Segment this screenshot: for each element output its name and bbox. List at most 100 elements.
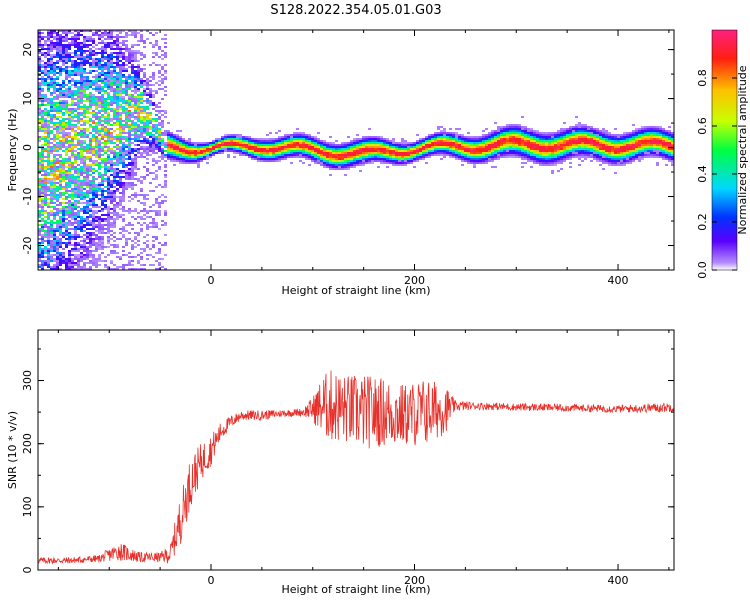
spectrogram-cell — [383, 160, 386, 162]
spectrogram-cell — [431, 152, 434, 154]
spectrogram-cell — [353, 154, 356, 156]
spectrogram-cell — [494, 138, 497, 140]
spectrogram-cell — [44, 136, 47, 138]
spectrogram-cell — [200, 160, 203, 162]
spectrogram-cell — [110, 72, 113, 74]
spectrogram-cell — [125, 210, 128, 212]
spectrogram-cell — [164, 166, 167, 168]
spectrogram-cell — [41, 192, 44, 194]
spectrogram-cell — [134, 210, 137, 212]
spectrogram-cell — [86, 44, 89, 46]
spectrogram-cell — [41, 120, 44, 122]
spectrogram-cell — [44, 138, 47, 140]
spectrogram-cell — [68, 112, 71, 114]
spectrogram-cell — [524, 140, 527, 142]
spectrogram-cell — [122, 130, 125, 132]
spectrogram-cell — [497, 158, 500, 160]
spectrogram-cell — [65, 264, 68, 266]
spectrogram-cell — [50, 160, 53, 162]
spectrogram-cell — [146, 118, 149, 120]
spectrogram-cell — [161, 194, 164, 196]
spectrogram-cell — [122, 190, 125, 192]
spectrogram-cell — [122, 142, 125, 144]
spectrogram-cell — [89, 268, 92, 270]
spectrogram-cell — [113, 114, 116, 116]
spectrogram-cell — [134, 158, 137, 160]
spectrogram-cell — [44, 246, 47, 248]
spectrogram-cell — [122, 226, 125, 228]
spectrogram-cell — [365, 140, 368, 142]
spectrogram-cell — [194, 148, 197, 150]
spectrogram-cell — [248, 154, 251, 156]
spectrogram-cell — [155, 162, 158, 164]
spectrogram-cell — [308, 144, 311, 146]
spectrogram-cell — [137, 240, 140, 242]
spectrogram-cell — [356, 154, 359, 156]
spectrogram-cell — [164, 116, 167, 118]
spectrogram-cell — [155, 144, 158, 146]
spectrogram-cell — [392, 152, 395, 154]
spectrogram-cell — [149, 150, 152, 152]
spectrogram-cell — [71, 198, 74, 200]
spectrogram-cell — [47, 146, 50, 148]
spectrogram-cell — [131, 216, 134, 218]
spectrogram-cell — [485, 128, 488, 130]
spectrogram-cell — [266, 148, 269, 150]
spectrogram-cell — [134, 238, 137, 240]
spectrogram-cell — [191, 146, 194, 148]
spectrogram-cell — [50, 266, 53, 268]
spectrogram-cell — [170, 134, 173, 136]
spectrogram-cell — [83, 82, 86, 84]
spectrogram-cell — [170, 138, 173, 140]
spectrogram-cell — [485, 142, 488, 144]
spectrogram-cell — [65, 184, 68, 186]
spectrogram-cell — [83, 230, 86, 232]
spectrogram-cell — [56, 198, 59, 200]
spectrogram-cell — [71, 80, 74, 82]
spectrogram-cell — [116, 182, 119, 184]
spectrogram-cell — [50, 250, 53, 252]
spectrogram-cell — [179, 142, 182, 144]
spectrogram-cell — [122, 154, 125, 156]
spectrogram-cell — [59, 104, 62, 106]
spectrogram-cell — [56, 256, 59, 258]
spectrogram-cell — [44, 94, 47, 96]
spectrogram-cell — [152, 124, 155, 126]
spectrogram-cell — [119, 134, 122, 136]
spectrogram-cell — [65, 242, 68, 244]
spectrogram-cell — [116, 216, 119, 218]
spectrogram-cell — [365, 154, 368, 156]
spectrogram-cell — [47, 48, 50, 50]
spectrogram-cell — [53, 124, 56, 126]
spectrogram-cell — [503, 128, 506, 130]
spectrogram-cell — [101, 98, 104, 100]
spectrogram-cell — [77, 256, 80, 258]
spectrogram-cell — [395, 144, 398, 146]
spectrogram-cell — [38, 60, 41, 62]
spectrogram-cell — [449, 142, 452, 144]
spectrogram-cell — [95, 76, 98, 78]
spectrogram-cell — [92, 168, 95, 170]
spectrogram-cell — [485, 140, 488, 142]
spectrogram-cell — [41, 112, 44, 114]
spectrogram-cell — [116, 246, 119, 248]
spectrogram-cell — [140, 264, 143, 266]
spectrogram-cell — [131, 198, 134, 200]
spectrogram-cell — [41, 122, 44, 124]
spectrogram-cell — [101, 100, 104, 102]
spectrogram-cell — [77, 242, 80, 244]
spectrogram-cell — [176, 138, 179, 140]
spectrogram-cell — [47, 76, 50, 78]
spectrogram-cell — [128, 260, 131, 262]
spectrogram-cell — [59, 182, 62, 184]
spectrogram-cell — [83, 46, 86, 48]
spectrogram-cell — [80, 94, 83, 96]
spectrogram-cell — [110, 222, 113, 224]
spectrogram-cell — [338, 156, 341, 158]
spectrogram-cell — [389, 148, 392, 150]
spectrogram-cell — [143, 122, 146, 124]
spectrogram-cell — [71, 94, 74, 96]
spectrogram-cell — [62, 220, 65, 222]
spectrogram-cell — [107, 62, 110, 64]
spectrogram-cell — [80, 92, 83, 94]
